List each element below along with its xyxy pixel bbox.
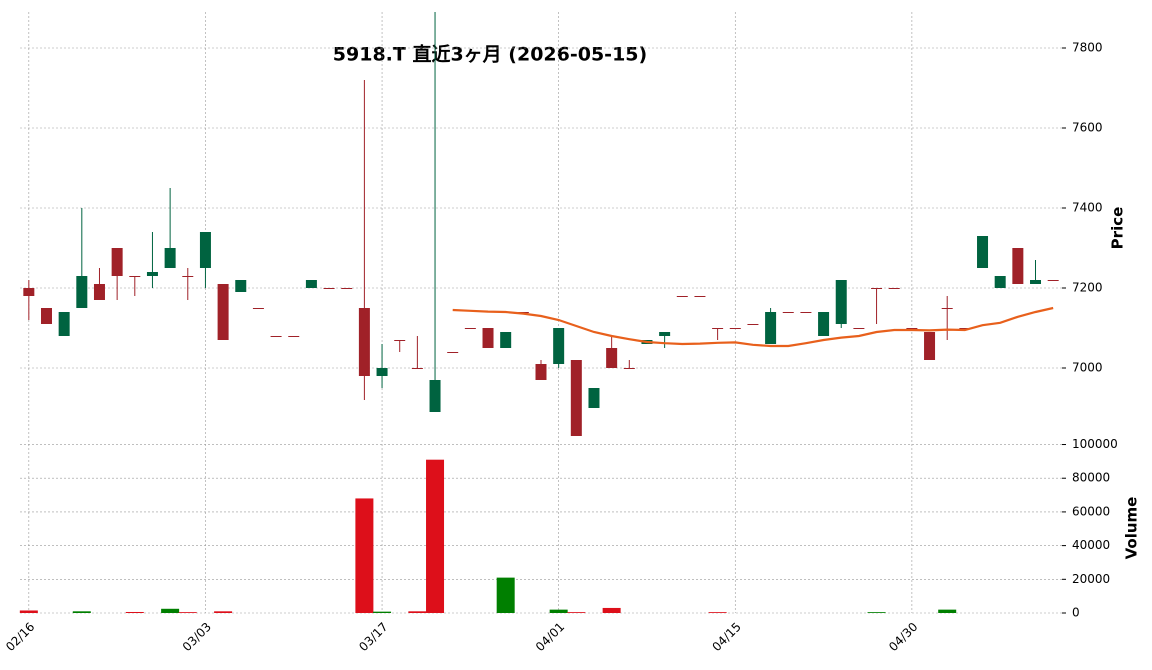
candle-body [482,328,494,348]
candle-body [288,336,300,337]
candle-body [235,280,247,292]
candle-body [376,368,388,376]
y-tick-label: 60000 [1072,504,1110,518]
candle-body [411,368,423,369]
candle-body [888,288,900,289]
candle-body [835,280,847,324]
volume-bar [426,459,445,613]
candle-body [447,352,459,353]
volume-bar [161,608,180,613]
candle-body [994,276,1006,288]
moving-average-line [452,306,1054,348]
candle-body [394,340,406,341]
candle-body [270,336,282,337]
candle-body [853,328,865,329]
x-tick-label: 04/30 [886,620,920,654]
candle-body [977,236,989,268]
y-tick-label: 7200 [1072,281,1103,295]
y-tick-label: 40000 [1072,538,1110,552]
candle-body [924,332,936,360]
candle-body [464,328,476,329]
volume-bar [19,610,38,613]
candle-body [323,288,335,289]
chart-title: 5918.T 直近3ヶ月 (2026-05-15) [333,43,647,66]
candle-body [818,312,830,336]
candle-body [535,364,547,380]
candle-body [765,312,777,344]
volume-bar [567,612,586,613]
candle-body [111,248,123,276]
x-tick-label: 02/16 [3,620,37,654]
y-axis-label: Price [1109,207,1127,250]
candle-body [252,308,264,309]
volume-bar [408,611,427,613]
candle-body [199,232,211,268]
candle-body [23,288,35,296]
x-tick-label: 04/01 [533,620,567,654]
candle-body [747,324,759,325]
candle-body [906,328,918,329]
candle-body [659,332,671,336]
candle-body [959,328,971,329]
volume-bar [373,611,392,613]
candle-body [553,328,565,364]
candle-body [1047,280,1059,281]
candle-body [1030,280,1042,284]
y-tick-label: 7000 [1072,361,1103,375]
x-tick-label: 03/03 [180,620,214,654]
candle-body [182,276,194,277]
candle-body [129,276,141,277]
x-tick-label: 04/15 [710,620,744,654]
candle-body [93,284,105,300]
candle-body [164,248,176,268]
y-tick-label: 0 [1072,606,1080,620]
candle-body [941,308,953,309]
y-tick-label: 80000 [1072,471,1110,485]
candle-body [358,308,370,376]
volume-bar [214,611,233,613]
y-tick-label: 7600 [1072,121,1103,135]
volume-bar [602,607,621,613]
candle-body [570,360,582,436]
candle-body [588,388,600,408]
candle-body [500,332,512,348]
candle-body [341,288,353,289]
candle-body [40,308,52,324]
volume-bar [125,611,144,613]
volume-axis-label: Volume [1123,497,1141,560]
volume-bar [867,612,886,613]
candle-body [800,312,812,313]
y-tick-label: 100000 [1072,437,1118,451]
y-tick-label: 7800 [1072,41,1103,55]
candle-body [729,328,741,329]
candle-body [1012,248,1024,284]
x-tick-label: 03/17 [356,620,390,654]
candle-body [871,288,883,289]
candle-body [694,296,706,297]
candle-body [712,328,724,329]
volume-bar [549,609,568,613]
candle-body [623,368,635,369]
candle-body [606,348,618,368]
candle-body [429,380,441,412]
volume-bar [496,577,515,613]
candle-body [217,284,229,340]
candle-body [76,276,88,308]
candle-body [146,272,158,276]
volume-bar [938,609,957,613]
candle-body [676,296,688,297]
y-tick-label: 7400 [1072,201,1103,215]
candle-body [782,312,794,313]
y-tick-label: 20000 [1072,572,1110,586]
candle-body [305,280,317,288]
volume-bar [708,612,727,613]
volume-bar [178,612,197,613]
volume-bar [72,611,91,613]
candle-body [58,312,70,336]
volume-bar [355,498,374,613]
